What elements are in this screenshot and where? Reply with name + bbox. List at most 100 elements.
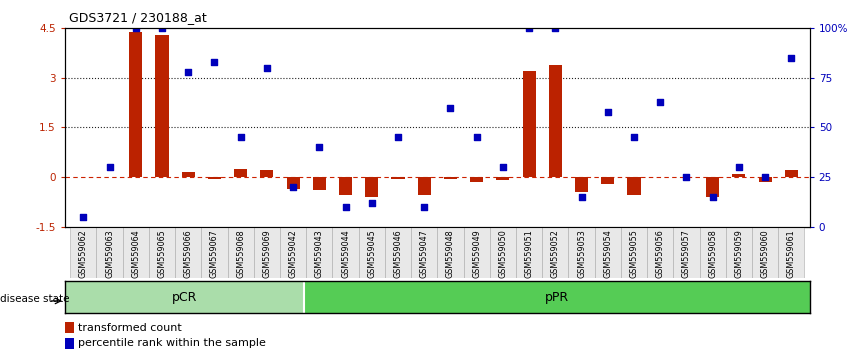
Text: GSM559043: GSM559043 [315, 229, 324, 278]
Point [785, 55, 798, 61]
Point [496, 164, 510, 170]
Text: GSM559067: GSM559067 [210, 229, 219, 278]
Point [181, 69, 195, 75]
Bar [437, 227, 463, 278]
Bar [621, 227, 647, 278]
Point [601, 109, 615, 114]
Text: GSM559056: GSM559056 [656, 229, 665, 278]
Bar [65, 338, 74, 349]
Text: GSM559052: GSM559052 [551, 229, 559, 278]
Bar [261, 170, 274, 177]
Text: GSM559055: GSM559055 [630, 229, 638, 278]
Bar [333, 227, 359, 278]
Text: transformed count: transformed count [78, 322, 182, 332]
Point [732, 164, 746, 170]
Bar [96, 227, 123, 278]
Point [391, 135, 405, 140]
Bar [759, 177, 772, 182]
Bar [674, 227, 700, 278]
Bar [182, 172, 195, 177]
Bar [208, 177, 221, 179]
Text: GSM559042: GSM559042 [288, 229, 298, 278]
Bar [700, 227, 726, 278]
Bar [601, 177, 614, 184]
Bar [726, 227, 752, 278]
Point [443, 105, 457, 110]
Text: GSM559064: GSM559064 [132, 229, 140, 278]
Bar [411, 227, 437, 278]
Point [155, 25, 169, 31]
Bar [496, 177, 509, 180]
Text: GSM559069: GSM559069 [262, 229, 271, 278]
Point [706, 194, 720, 200]
Text: GSM559063: GSM559063 [105, 229, 114, 278]
Point [680, 174, 694, 180]
Bar [568, 227, 595, 278]
Text: GSM559049: GSM559049 [472, 229, 481, 278]
Bar [706, 177, 720, 197]
Bar [391, 177, 404, 179]
Bar [287, 177, 300, 189]
Point [469, 135, 483, 140]
Text: GSM559065: GSM559065 [158, 229, 166, 278]
Text: GSM559062: GSM559062 [79, 229, 87, 278]
Point [522, 25, 536, 31]
Point [286, 184, 300, 190]
Text: GSM559051: GSM559051 [525, 229, 533, 278]
Bar [304, 281, 810, 313]
Bar [123, 227, 149, 278]
Point [627, 135, 641, 140]
Bar [155, 35, 169, 177]
Bar [307, 227, 333, 278]
Text: GSM559058: GSM559058 [708, 229, 717, 278]
Bar [444, 177, 457, 179]
Point [653, 99, 667, 104]
Text: disease state: disease state [0, 294, 69, 304]
Point [575, 194, 589, 200]
Bar [628, 177, 641, 195]
Text: GSM559061: GSM559061 [787, 229, 796, 278]
Bar [785, 170, 798, 177]
Point [76, 214, 90, 219]
Text: GSM559048: GSM559048 [446, 229, 455, 278]
Bar [254, 227, 280, 278]
Point [548, 25, 562, 31]
Bar [313, 177, 326, 190]
Bar [65, 322, 74, 333]
Bar [234, 169, 247, 177]
Text: GSM559053: GSM559053 [577, 229, 586, 278]
Bar [522, 71, 536, 177]
Text: GSM559045: GSM559045 [367, 229, 376, 278]
Bar [542, 227, 568, 278]
Point [417, 204, 431, 210]
Bar [470, 177, 483, 182]
Point [339, 204, 352, 210]
Text: GSM559060: GSM559060 [760, 229, 770, 278]
Point [759, 174, 772, 180]
Bar [228, 227, 254, 278]
Text: GSM559046: GSM559046 [393, 229, 403, 278]
Bar [65, 281, 304, 313]
Bar [779, 227, 805, 278]
Text: GSM559059: GSM559059 [734, 229, 743, 278]
Text: GSM559066: GSM559066 [184, 229, 193, 278]
Bar [70, 227, 96, 278]
Bar [595, 227, 621, 278]
Bar [175, 227, 201, 278]
Point [208, 59, 222, 65]
Bar [201, 227, 228, 278]
Text: GSM559050: GSM559050 [499, 229, 507, 278]
Text: GSM559047: GSM559047 [420, 229, 429, 278]
Bar [575, 177, 588, 192]
Bar [647, 227, 674, 278]
Text: GSM559068: GSM559068 [236, 229, 245, 278]
Bar [463, 227, 490, 278]
Bar [129, 32, 142, 177]
Point [234, 135, 248, 140]
Text: percentile rank within the sample: percentile rank within the sample [78, 338, 266, 348]
Point [102, 164, 116, 170]
Bar [339, 177, 352, 195]
Bar [490, 227, 516, 278]
Bar [280, 227, 307, 278]
Bar [385, 227, 411, 278]
